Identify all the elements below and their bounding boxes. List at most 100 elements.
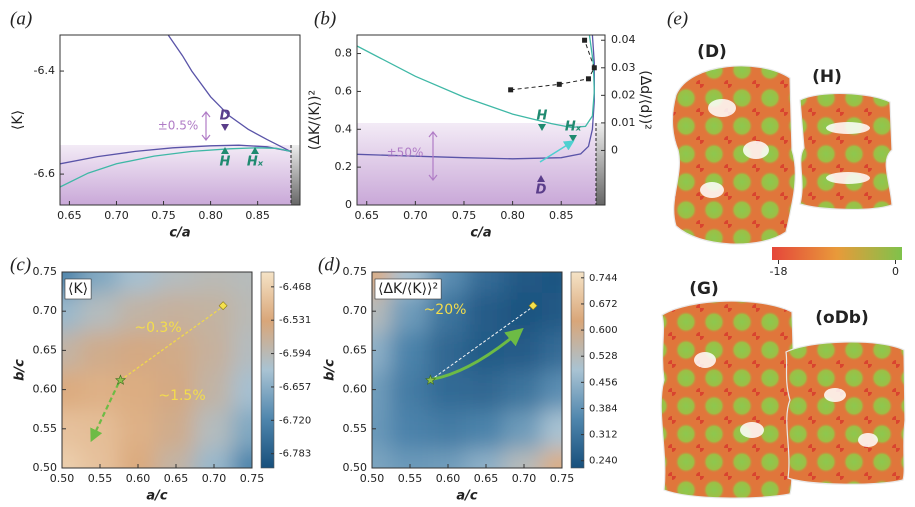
series-line: [168, 35, 290, 151]
field-cell: [80, 408, 120, 449]
y-tick-label: 0.4: [335, 122, 353, 135]
colorbar-tick-label: 0: [892, 265, 899, 278]
colorbar-tick-label: 0.312: [589, 430, 618, 441]
shaded-region: [291, 145, 300, 205]
x-tick-label: 0.75: [452, 209, 477, 222]
y2-tick-label: 0.02: [611, 88, 636, 101]
colorbar: [772, 247, 902, 260]
field-cell: [194, 291, 234, 332]
x-tick-label: 0.65: [474, 472, 499, 485]
y-axis-label: (ΔK/⟨K⟩)²: [307, 90, 323, 150]
y-tick-label: -6.6: [34, 167, 55, 180]
x-tick-label: 0.60: [436, 472, 461, 485]
surface: [800, 93, 892, 209]
surface-hole: [700, 182, 724, 198]
annotation: D: [220, 109, 231, 124]
surface: [661, 301, 795, 498]
panel-label: (d): [318, 254, 340, 275]
colorbar-tick-label: 0.384: [589, 403, 618, 414]
x-tick-label: 0.85: [549, 209, 574, 222]
annotation: Hₓ: [565, 120, 582, 135]
colorbar-tick-label: -6.594: [279, 349, 311, 360]
x-tick-label: 0.70: [104, 209, 129, 222]
x-tick-label: 0.65: [164, 472, 189, 485]
field-cell: [118, 408, 158, 449]
field-label: ⟨ΔK/⟨K⟩⟩²: [378, 281, 438, 297]
x-tick-label: 0.85: [245, 209, 270, 222]
y-tick-label: 0.65: [343, 343, 368, 356]
series-marker: [557, 82, 562, 87]
surface: [786, 342, 905, 484]
series-marker: [592, 65, 597, 70]
field-cell: [428, 408, 468, 449]
surface-hole: [743, 141, 769, 159]
surface-hole: [708, 99, 736, 117]
y-tick-label: 0.75: [33, 265, 58, 278]
pointer: [221, 124, 229, 131]
annotation: Hₓ: [247, 155, 264, 170]
surface-hole: [826, 122, 870, 134]
annotation: ±0.5%: [158, 119, 199, 133]
colorbar-tick-label: 0.744: [589, 273, 618, 284]
x-axis-label: c/a: [169, 226, 190, 241]
x-tick-label: 0.80: [198, 209, 223, 222]
field-cell: [504, 408, 544, 449]
y-tick-label: 0.70: [33, 304, 58, 317]
colorbar-tick-label: -6.468: [279, 282, 311, 293]
y-tick-label: 0.50: [33, 461, 58, 474]
field-cell: [390, 408, 430, 449]
x-tick-label: 0.75: [240, 472, 265, 485]
field-cell: [504, 369, 544, 410]
shaded-region: [357, 123, 596, 205]
field-cell: [390, 369, 430, 410]
surface-label: (H): [812, 67, 842, 87]
annotation: H: [220, 155, 231, 170]
field-cell: [466, 369, 506, 410]
surface-hole: [824, 388, 846, 402]
field-label: ⟨K⟩: [68, 281, 88, 297]
y-tick-label: 0.6: [335, 84, 353, 97]
series-line: [511, 40, 595, 90]
field-cell: [80, 369, 120, 410]
colorbar-tick-label: 0.456: [589, 377, 618, 388]
x-tick-label: 0.75: [151, 209, 176, 222]
y2-tick-label: 0.01: [611, 116, 636, 129]
surface-label: (D): [697, 42, 727, 62]
series-marker: [586, 76, 591, 81]
field-cell: [80, 330, 120, 371]
x-tick-label: 0.65: [354, 209, 379, 222]
range-arrow: [202, 112, 210, 140]
series-marker: [508, 87, 513, 92]
field-cell: [390, 330, 430, 371]
colorbar-tick-label: -6.657: [279, 382, 311, 393]
x-tick-label: 0.55: [398, 472, 423, 485]
x-tick-label: 0.55: [88, 472, 113, 485]
x-axis-label: a/c: [456, 489, 478, 504]
y2-tick-label: 0.04: [611, 33, 636, 46]
surface-hole: [694, 352, 716, 368]
series-marker: [582, 38, 587, 43]
panel-label: (c): [10, 254, 31, 275]
y-axis-label: b/c: [13, 359, 28, 381]
colorbar-tick-label: 0.528: [589, 351, 618, 362]
y-tick-label: 0.60: [33, 383, 58, 396]
x-tick-label: 0.75: [550, 472, 575, 485]
y-tick-label: 0.2: [335, 160, 353, 173]
colorbar: [571, 272, 584, 468]
panel-label: (e): [667, 8, 688, 29]
field-cell: [428, 330, 468, 371]
annotation: ±50%: [387, 146, 424, 160]
y-tick-label: -6.4: [34, 64, 55, 77]
y2-tick-label: 0.03: [611, 61, 636, 74]
field-cell: [194, 408, 234, 449]
x-tick-label: 0.80: [500, 209, 525, 222]
colorbar-tick-label: -6.720: [279, 415, 311, 426]
panel-label: (a): [10, 8, 32, 29]
y-tick-label: 0.55: [343, 422, 368, 435]
shaded-region: [596, 123, 605, 205]
annotation: ~1.5%: [158, 388, 205, 404]
field-cell: [118, 369, 158, 410]
figure: ±0.5% D H Hₓ 0.65 0.70 0.75 0.80 0.85 -6.4 -6.6 c/a…: [0, 0, 915, 507]
colorbar-tick-label: -6.783: [279, 449, 311, 460]
y-tick-label: 0.65: [33, 343, 58, 356]
